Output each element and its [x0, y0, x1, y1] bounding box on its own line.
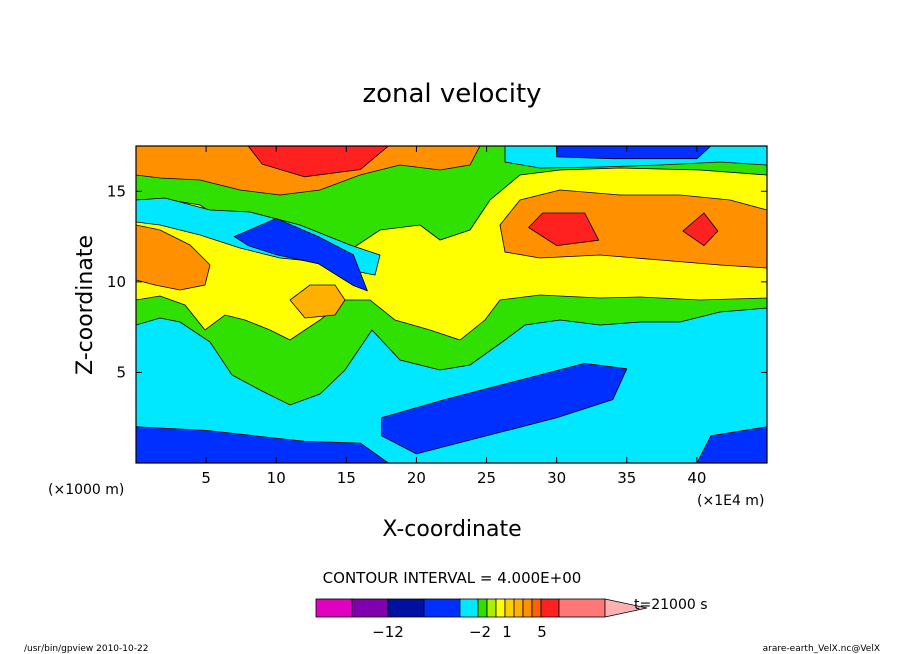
colorbar-segment — [504, 598, 515, 618]
colorbar-arrow — [604, 598, 648, 618]
field-orange-center — [289, 284, 346, 319]
contour-region-5 — [136, 426, 389, 463]
x-tick-label: 10 — [267, 469, 286, 487]
colorbar-segment — [315, 598, 353, 618]
contour-region-2 — [682, 212, 719, 247]
colorbar-segment — [423, 598, 461, 618]
y-tick-label: 15 — [107, 182, 126, 200]
colorbar-segment — [495, 598, 506, 618]
x-unit-left: (×1000 m) — [48, 482, 124, 498]
x-tick-label: 30 — [547, 469, 566, 487]
colorbar-segment — [522, 598, 533, 618]
footer-right: arare-earth_VelX.nc@VelX — [763, 644, 880, 654]
contour-regions — [136, 146, 767, 463]
contour-region-3 — [233, 218, 368, 292]
x-axis-label: X-coordinate — [382, 517, 521, 542]
colorbar-segment — [459, 598, 479, 618]
contour-region-7 — [556, 146, 712, 160]
contour-region-4 — [380, 362, 628, 455]
colorbar-tick-label: 1 — [502, 623, 512, 641]
x-tick-label: 20 — [407, 469, 426, 487]
contour-region-0 — [247, 146, 389, 178]
x-tick-label: 40 — [687, 469, 706, 487]
colorbar-segment — [513, 598, 524, 618]
colorbar-tick-label: −2 — [469, 623, 491, 641]
colorbar-segment — [531, 598, 542, 618]
plot-frame — [135, 145, 768, 464]
time-label: t=21000 s — [634, 597, 708, 613]
y-axis-label: Z-coordinate — [73, 235, 98, 375]
field-orange-right — [499, 189, 767, 269]
colorbar-segment — [486, 598, 497, 618]
chart-title: zonal velocity — [362, 79, 541, 109]
y-tick-label: 5 — [116, 363, 126, 381]
x-ticks: 5 10 15 20 25 30 35 40 — [201, 146, 706, 487]
y-ticks: 5 10 15 — [107, 182, 767, 381]
footer-left: /usr/bin/gpview 2010-10-22 — [24, 644, 148, 654]
colorbar-tick-label: −12 — [372, 623, 404, 641]
y-tick-label: 10 — [107, 273, 126, 291]
colorbar: −12 −2 1 5 — [315, 598, 648, 641]
x-tick-label: 35 — [617, 469, 636, 487]
colorbar-segment — [387, 598, 425, 618]
colorbar-segment — [540, 598, 560, 618]
colorbar-segment — [558, 598, 606, 618]
x-tick-label: 5 — [201, 469, 211, 487]
contour-interval: CONTOUR INTERVAL = 4.000E+00 — [323, 569, 582, 587]
contour-region-6 — [696, 426, 767, 463]
x-unit-right: (×1E4 m) — [697, 493, 764, 509]
field-orange-left — [136, 224, 211, 291]
colorbar-segment — [351, 598, 389, 618]
colorbar-segment — [477, 598, 488, 618]
colorbar-tick-label: 5 — [537, 623, 547, 641]
contour-region-1 — [528, 212, 600, 247]
x-tick-label: 15 — [337, 469, 356, 487]
x-tick-label: 25 — [477, 469, 496, 487]
